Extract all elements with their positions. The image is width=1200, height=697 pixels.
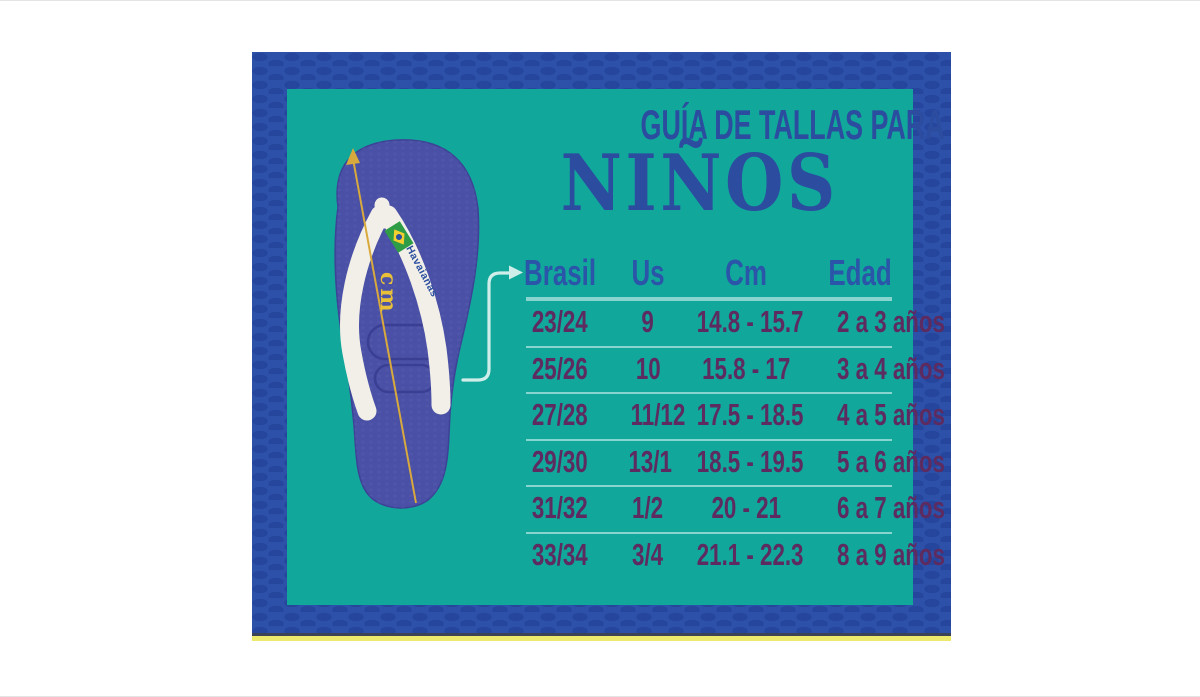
cm-range: 14.8 - 15.7 [696,304,804,340]
age-range: 2 a 3 años [836,304,945,340]
us-size: 9 [641,304,655,340]
us-size: 13/1 [628,443,672,479]
age-range: 8 a 9 años [836,536,945,572]
table-row: 31/32 1/2 20 - 21 6 a 7 años [500,485,945,532]
brasil-size: 23/24 [532,304,588,340]
us-size: 1/2 [632,490,664,526]
table-row: 23/24 9 14.8 - 15.7 2 a 3 años [500,299,945,346]
brasil-size: 31/32 [532,490,588,526]
header-brasil: Brasil [523,252,597,293]
cm-range: 20 - 21 [711,490,781,526]
brasil-size: 33/34 [532,536,588,572]
header-us: Us [631,252,665,293]
cm-range: 21.1 - 22.3 [696,536,804,572]
us-size: 11/12 [630,397,686,433]
guide-title: GUÍA DE TALLAS PARA [555,102,945,147]
brasil-size: 25/26 [532,350,588,386]
table-header-row: Brasil Us Cm Edad [500,247,892,299]
table-row: 33/34 3/4 21.1 - 22.3 8 a 9 años [500,531,945,579]
age-range: 5 a 6 años [836,443,945,479]
dotted-border-frame: GUÍA DE TALLAS PARA NIÑOS Brasil Us Cm E… [252,52,951,641]
guide-title-ninos-text: NIÑOS [560,138,840,229]
guide-title-text: GUÍA DE TALLAS PARA [640,101,945,148]
age-range: 3 a 4 años [836,350,945,386]
size-table: Brasil Us Cm Edad 23/24 9 14.8 - 15.7 2 … [500,247,945,579]
guide-title-ninos: NIÑOS [530,145,870,223]
frame-bottom-yellow-stripe [252,636,951,641]
table-row: 25/26 10 15.8 - 17 3 a 4 años [500,345,945,393]
frame-bottom-shadow [252,633,951,636]
header-edad: Edad [828,252,892,293]
cm-range: 18.5 - 19.5 [696,443,804,479]
brasil-size: 27/28 [532,397,588,433]
us-size: 3/4 [632,536,664,572]
cm-range: 15.8 - 17 [701,350,791,386]
teal-panel: GUÍA DE TALLAS PARA NIÑOS Brasil Us Cm E… [287,89,945,605]
header-cm: Cm [725,252,767,293]
age-range: 6 a 7 años [836,490,945,526]
brasil-size: 29/30 [532,443,588,479]
us-size: 10 [635,350,661,386]
age-range: 4 a 5 años [836,397,945,433]
table-row: 27/28 11/12 17.5 - 18.5 4 a 5 años [500,392,945,439]
cm-range: 17.5 - 18.5 [696,397,804,433]
table-row: 29/30 13/1 18.5 - 19.5 5 a 6 años [500,438,945,486]
